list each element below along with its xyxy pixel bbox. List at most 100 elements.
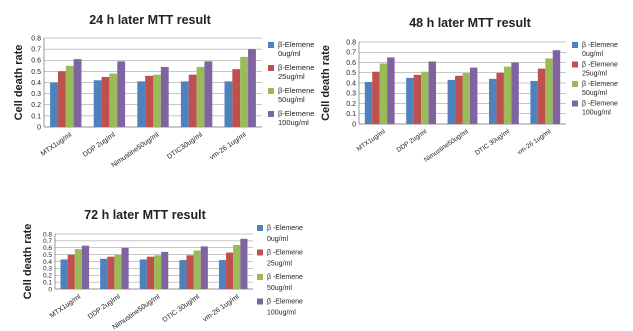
bar [137, 81, 146, 127]
y-tick-label: 0.4 [31, 80, 41, 87]
x-tick-label: DDP 2ug/ml [396, 128, 429, 154]
bar [67, 254, 75, 289]
legend-label: 100ug/ml [267, 310, 296, 317]
bar [101, 76, 110, 127]
legend-label: 50ug/ml [278, 95, 305, 104]
legend-label: 100ug/ml [582, 110, 611, 117]
y-tick-label: 0.3 [346, 91, 356, 98]
y-tick-label: 0.5 [43, 252, 52, 259]
bar [186, 255, 194, 289]
legend-label: β -Elemene [582, 101, 618, 108]
legend-swatch [572, 81, 578, 87]
legend: β -Elemene 0ug/ml β -Elemene 25ug/ml β -Elem… [257, 225, 303, 317]
bar [193, 250, 201, 289]
y-tick-label: 0.2 [43, 273, 52, 280]
y-tick-label: 0.8 [31, 35, 41, 42]
bar [73, 59, 82, 128]
legend-label: β -Elemene [267, 250, 303, 257]
bar [93, 80, 102, 127]
bar [60, 259, 68, 289]
bar [121, 247, 129, 289]
x-tick-label: MTX1ug/ml [49, 293, 83, 320]
legend-label: 0ug/ml [582, 51, 603, 58]
bar [224, 81, 233, 127]
legend-label: β-Elemene [278, 109, 314, 118]
legend-label: 0ug/ml [267, 236, 288, 243]
legend-label: 100ug/ml [278, 118, 309, 127]
y-tick-label: 0.3 [43, 266, 52, 273]
legend-label: 25ug/ml [267, 261, 292, 268]
legend-swatch [572, 100, 578, 107]
y-tick-label: 0.1 [43, 279, 52, 286]
bar [188, 74, 197, 127]
chart-3: 72 h later MTT result Cell death rate 00.1… [22, 208, 303, 331]
bar [139, 259, 147, 289]
bar [153, 74, 161, 127]
x-tick-label: MTX1ug/ml [40, 131, 74, 158]
y-tick-label: 0.1 [31, 113, 41, 120]
y-axis-title: Cell death rate [13, 45, 25, 121]
y-tick-label: 0.5 [346, 70, 356, 77]
legend-label: β-Elemene [278, 86, 314, 95]
bar [530, 80, 538, 124]
legend-swatch [257, 274, 263, 280]
y-tick-label: 0.7 [43, 238, 52, 245]
legend-swatch [572, 42, 578, 48]
y-tick-label: 0.6 [346, 60, 356, 67]
bar [455, 75, 463, 124]
bar [50, 82, 58, 127]
legend: β-Elemene0ug/mlβ-Elemene25ug/mlβ-Elemene… [268, 40, 314, 127]
y-tick-label: 0 [48, 286, 52, 293]
y-tick-label: 0.5 [31, 69, 41, 76]
bar [364, 81, 373, 124]
bar [154, 255, 162, 289]
bar [421, 71, 429, 124]
legend-label: β -Elemene [267, 299, 303, 306]
y-tick-label: 0 [37, 124, 41, 131]
bar [117, 61, 126, 127]
x-tick-label: vm-26 1ug/ml [202, 293, 241, 323]
y-axis-title: Cell death rate [22, 224, 34, 300]
bar [81, 245, 90, 289]
bar [65, 65, 74, 127]
chart-2: 48 h later MTT result Cell death rate 0 0.1… [320, 16, 618, 164]
y-tick-label: 0.6 [43, 245, 52, 252]
bar [413, 74, 422, 124]
bar [114, 254, 122, 289]
bar [196, 66, 205, 127]
bar [74, 249, 82, 289]
y-tick-label: 0.6 [31, 58, 41, 65]
bar [160, 66, 169, 127]
bar [503, 66, 512, 124]
y-tick-label: 0.2 [346, 101, 356, 108]
legend-swatch [257, 298, 263, 305]
legend-swatch [268, 88, 274, 94]
y-tick-label: 0.2 [31, 102, 41, 109]
y-axis-title: Cell death rate [320, 45, 332, 121]
y-tick-label: 0.7 [346, 50, 356, 57]
legend-swatch [268, 65, 274, 71]
bar [379, 63, 388, 124]
x-tick-label: Nimustine50ug/ml [110, 131, 160, 169]
bar [447, 79, 456, 124]
x-tick-label: MTX1ug/ml [356, 128, 388, 153]
y-tick-label: 0.4 [43, 259, 52, 266]
legend-label: 25ug/ml [582, 71, 607, 78]
legend: β -Elemene 0ug/ml β -Elemene 25ug/ml β -Elem… [572, 42, 618, 117]
legend-label: β -Elemene [582, 42, 618, 49]
x-tick-label: DTIC 30ug/ml [474, 128, 511, 157]
bar [496, 72, 504, 124]
legend-swatch [257, 249, 263, 256]
legend-label: β -Elemene [267, 274, 303, 281]
chart-title: 24 h later MTT result [89, 13, 211, 27]
y-tick-label: 0.8 [43, 231, 52, 238]
bar [146, 256, 154, 289]
legend-swatch [268, 111, 274, 117]
bar [179, 260, 187, 289]
x-tick-label: vm-26 1ug/ml [209, 131, 248, 161]
bar [552, 50, 561, 125]
bar [161, 251, 169, 289]
bar [100, 258, 108, 289]
legend-label: β -Elemene [582, 62, 618, 69]
